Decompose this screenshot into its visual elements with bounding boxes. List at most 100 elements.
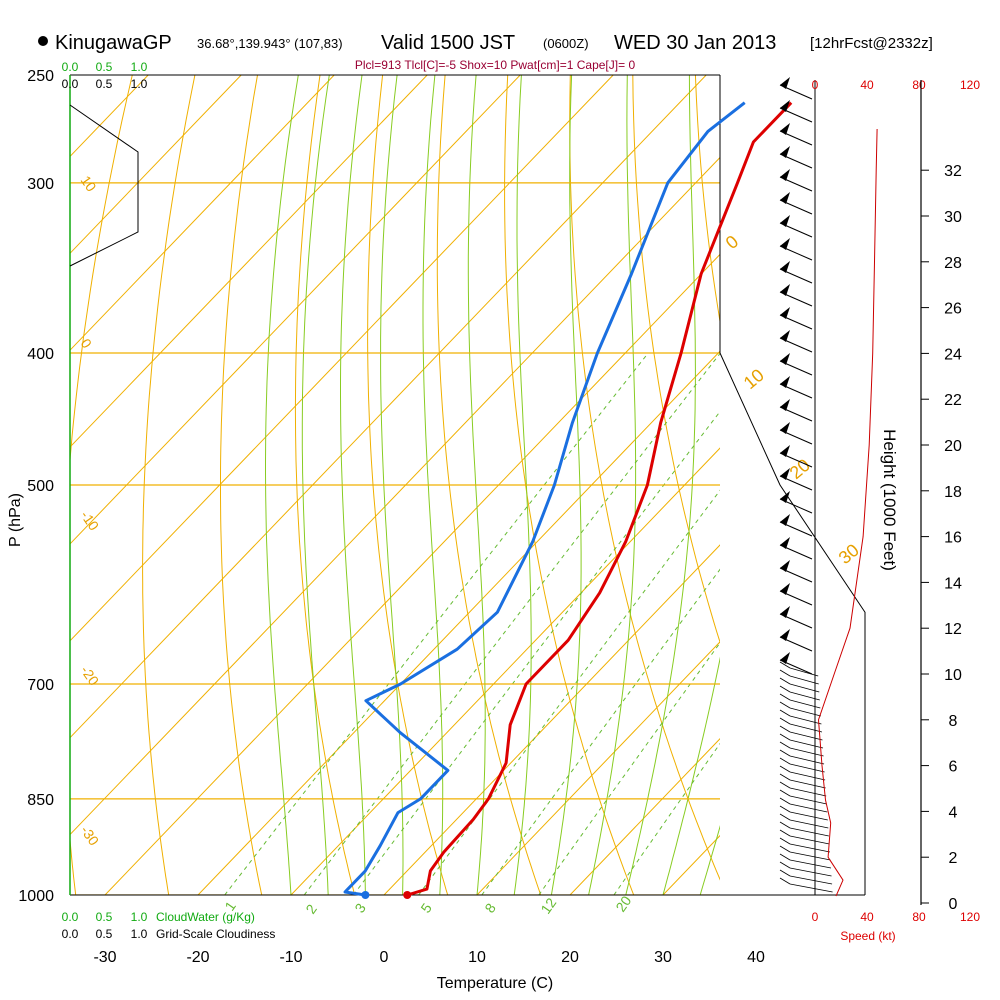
moist-adiabat-line (380, 75, 404, 895)
speed-profile-line (817, 128, 878, 897)
temperature-tick-label: 20 (561, 949, 579, 966)
speed-bottom-tick: 0 (812, 910, 819, 924)
wind-barb (789, 667, 819, 677)
moist-adiabat-label: 30 (835, 540, 863, 568)
mixing-ratio-line (353, 410, 720, 895)
dry-adiabat-line (0, 75, 7, 895)
wind-barb-tick (779, 685, 791, 693)
wind-barb-tick (779, 869, 791, 877)
wind-barb-tick (779, 821, 791, 829)
wind-barb-flag (780, 399, 790, 411)
zulu-time: (0600Z) (543, 36, 589, 51)
height-tick-label: 22 (944, 392, 962, 409)
temperature-tick-label: -20 (186, 949, 209, 966)
cloudiness-label: Grid-Scale Cloudiness (156, 927, 275, 941)
wind-barb-tick (779, 757, 791, 765)
wind-barb-tick (779, 717, 791, 725)
wind-barb-flag (780, 330, 790, 342)
speed-bottom-tick: 40 (860, 910, 874, 924)
forecast-info: [12hrFcst@2332z] (810, 35, 933, 52)
wind-barb-flag (780, 123, 790, 135)
wind-barb-tick (779, 725, 791, 733)
wind-barb-flag (780, 284, 790, 296)
mixing-ratio-line (613, 742, 720, 895)
mixing-ratio-label: 5 (417, 900, 435, 916)
moist-adiabat-label: 10 (740, 365, 768, 393)
wind-barb-flag (780, 261, 790, 273)
temperature-tick-label: -10 (279, 949, 302, 966)
wind-barb (789, 699, 821, 709)
wind-speed-panel (817, 128, 878, 897)
pressure-tick-label: 250 (27, 68, 54, 85)
wind-barb-tick (779, 853, 791, 861)
wind-barb-flag (780, 169, 790, 181)
wind-barb-tick (779, 733, 791, 741)
station-name: KinugawaGP (55, 32, 172, 54)
isotherm-line (383, 544, 720, 895)
cloud-top-tick-green: 0.5 (96, 60, 113, 74)
wind-barb-flag (780, 146, 790, 158)
mixing-ratio-label: 2 (302, 901, 320, 917)
moist-adiabat-line (550, 75, 582, 895)
wind-barb-tick (779, 741, 791, 749)
wind-barb-flag (780, 491, 790, 503)
mixing-ratio-label: 12 (537, 895, 559, 917)
wind-barb (789, 851, 831, 861)
wind-barb (789, 747, 824, 757)
wind-barb (789, 819, 829, 829)
isotherm-line (569, 738, 720, 895)
isotherm-line (70, 75, 428, 448)
wind-barb-flag (780, 514, 790, 526)
wind-barb-tick (779, 781, 791, 789)
speed-top-tick: 0 (812, 78, 819, 92)
chart-header: KinugawaGP 36.68°,139.943° (107,83) Vali… (38, 32, 933, 72)
mixing-ratio-line (481, 568, 720, 895)
wind-barb-tick (779, 845, 791, 853)
height-tick-label: 14 (944, 575, 962, 592)
wind-barb (789, 779, 826, 789)
speed-axis-label: Speed (kt) (840, 929, 895, 943)
station-coords: 36.68°,139.943° (107,83) (197, 36, 343, 51)
height-tick-label: 30 (944, 209, 962, 226)
wind-barb (789, 875, 833, 885)
x-axis-label: Temperature (C) (437, 975, 553, 992)
wind-barb-flag (780, 629, 790, 641)
wind-barb-flag (780, 560, 790, 572)
cloud-top-tick-green: 0.0 (62, 60, 79, 74)
wind-barb (789, 787, 827, 797)
wind-barb (789, 811, 828, 821)
moist-adiabat-line (513, 75, 532, 895)
moist-adiabat-line (467, 75, 486, 895)
wind-barb-tick (779, 661, 791, 669)
height-tick-label: 8 (949, 713, 958, 730)
wind-barb (789, 731, 823, 741)
height-tick-label: 2 (949, 850, 958, 867)
temperature-line (406, 101, 793, 897)
pressure-tick-label: 850 (27, 792, 54, 809)
wind-barb (789, 771, 826, 781)
cloud-top-tick: 0.5 (96, 77, 113, 91)
wind-barb (789, 755, 825, 765)
dry-adiabat-line (70, 75, 133, 895)
wind-barb (789, 843, 831, 853)
dry-adiabat-label: 0 (78, 336, 96, 352)
isotherm-line (70, 75, 335, 351)
moist-adiabat-line (340, 75, 366, 895)
wind-barb-tick (779, 837, 791, 845)
speed-top-tick: 40 (860, 78, 874, 92)
wind-barb-flag (780, 307, 790, 319)
height-tick-label: 20 (944, 438, 962, 455)
pressure-tick-label: 700 (27, 677, 54, 694)
isotherm-line (756, 75, 1000, 895)
moist-adiabat-label: 0 (722, 231, 743, 253)
wind-barb-flag (780, 606, 790, 618)
pressure-tick-label: 300 (27, 176, 54, 193)
temperature-tick-label: -30 (93, 949, 116, 966)
height-tick-label: 6 (949, 759, 958, 776)
speed-bottom-tick: 80 (912, 910, 926, 924)
wind-barb (789, 707, 821, 717)
wind-barb-tick (779, 813, 791, 821)
wind-barb (789, 867, 832, 877)
wind-barb-tick (779, 669, 791, 677)
